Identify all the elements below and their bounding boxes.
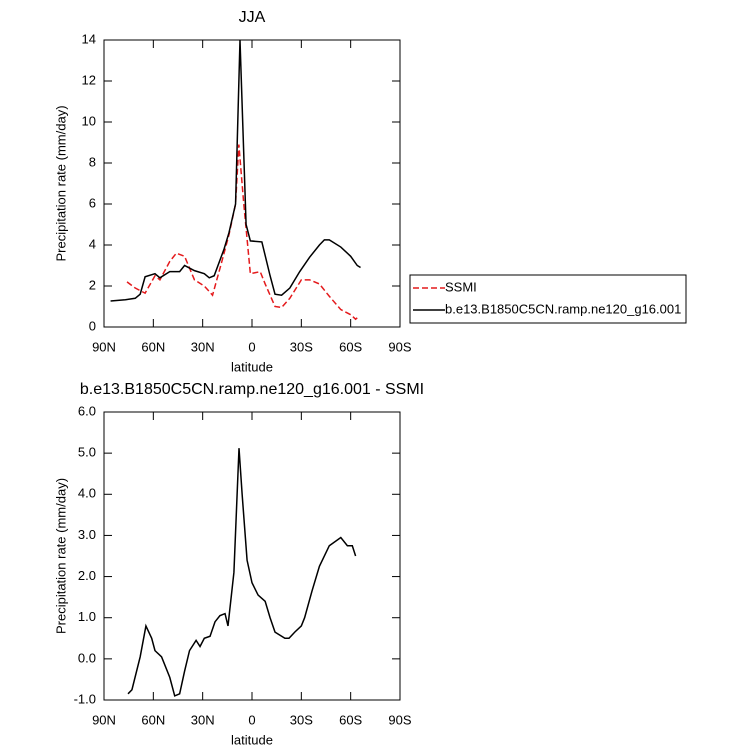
y-tick-label: 14 [82,31,96,46]
x-tick-label: 30S [290,339,313,354]
y-tick-label: 6.0 [78,403,96,418]
x-axis-label: latitude [231,359,273,374]
x-tick-label: 90S [388,712,411,727]
y-tick-label: 2.0 [78,568,96,583]
y-tick-label: 0 [89,318,96,333]
data-line [126,144,358,321]
x-tick-label: 30S [290,712,313,727]
x-tick-label: 30N [191,712,215,727]
y-axis-label: Precipitation rate (mm/day) [53,105,68,261]
y-tick-label: 5.0 [78,445,96,460]
data-line [127,448,357,697]
y-tick-label: 6 [89,195,96,210]
y-axis-label: Precipitation rate (mm/day) [53,478,68,634]
x-tick-label: 60S [339,712,362,727]
legend-box [409,274,687,324]
y-tick-label: 1.0 [78,609,96,624]
data-line [110,39,361,302]
y-tick-label: -1.0 [74,691,96,706]
x-tick-label: 30N [191,339,215,354]
x-tick-label: 60N [141,712,165,727]
legend-label: SSMI [445,279,477,294]
x-tick-label: 0 [248,712,255,727]
x-tick-label: 90S [388,339,411,354]
y-tick-label: 2 [89,277,96,292]
plot-frame [103,39,401,328]
y-tick-label: 4 [89,236,96,251]
legend-label: b.e13.B1850C5CN.ramp.ne120_g16.001 [445,301,681,316]
x-tick-label: 90N [92,339,116,354]
y-tick-label: 3.0 [78,527,96,542]
plot-frame [103,411,401,701]
x-tick-label: 0 [248,339,255,354]
y-tick-label: 4.0 [78,486,96,501]
y-tick-label: 12 [82,72,96,87]
x-tick-label: 60S [339,339,362,354]
chart-title: b.e13.B1850C5CN.ramp.ne120_g16.001 - SSM… [80,381,424,398]
x-tick-label: 90N [92,712,116,727]
y-tick-label: 10 [82,113,96,128]
y-tick-label: 0.0 [78,650,96,665]
x-tick-label: 60N [141,339,165,354]
x-axis-label: latitude [231,732,273,747]
y-tick-label: 8 [89,154,96,169]
chart-title: JJA [239,9,266,26]
